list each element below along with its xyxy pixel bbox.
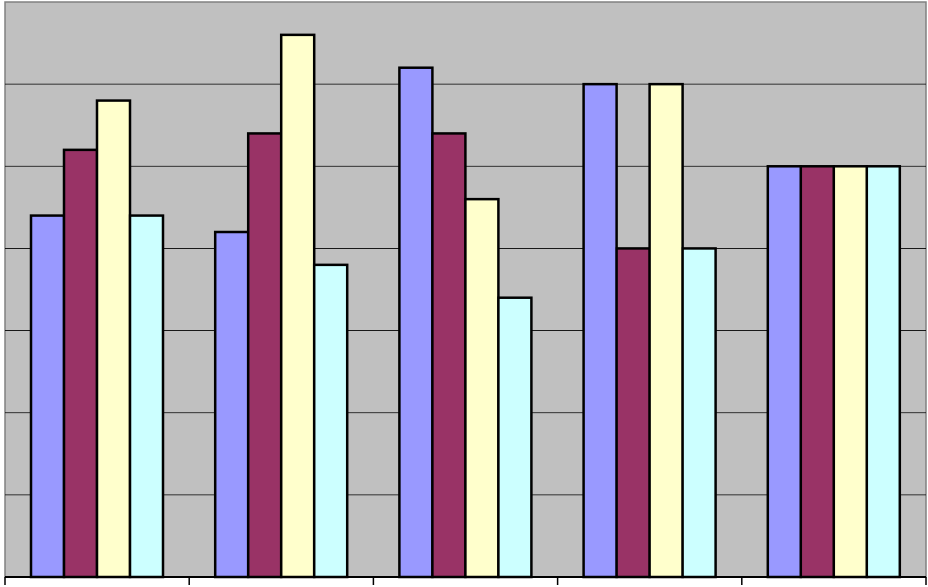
bar: [464, 197, 500, 579]
bar: [582, 82, 618, 579]
bar: [832, 165, 869, 579]
bar: [95, 99, 132, 579]
bar: [497, 296, 533, 579]
bar: [615, 247, 651, 579]
bar: [799, 165, 836, 579]
bar-group: [398, 66, 533, 579]
bar-group: [213, 33, 349, 579]
bar-group: [582, 82, 717, 579]
bar-group: [766, 165, 902, 579]
bar: [648, 82, 684, 579]
bar: [213, 230, 250, 579]
bar: [62, 148, 99, 579]
bar: [681, 247, 717, 579]
bar-group: [29, 99, 165, 579]
bar: [29, 214, 66, 579]
bar: [398, 66, 434, 579]
bar: [246, 132, 283, 579]
bar: [865, 165, 902, 579]
bar: [279, 33, 316, 579]
bar: [128, 214, 165, 579]
bar: [766, 165, 803, 579]
bar: [312, 263, 349, 579]
x-axis: [4, 576, 927, 585]
bar-groups: [29, 33, 902, 579]
bar: [431, 132, 467, 579]
